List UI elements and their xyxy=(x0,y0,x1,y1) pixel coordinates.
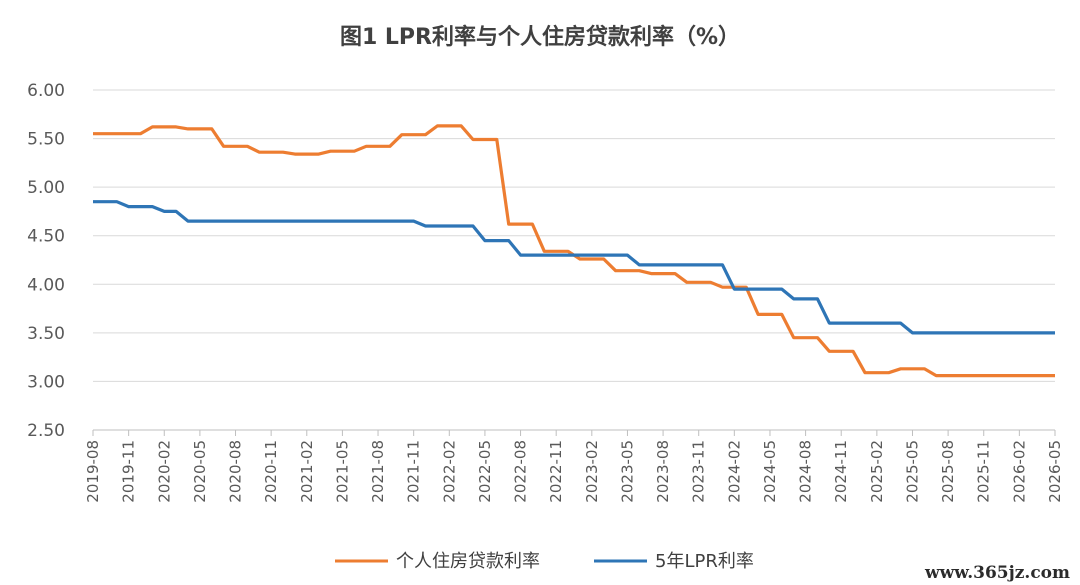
series-line-mortgage xyxy=(93,124,1055,378)
x-tick-label: 2024-08 xyxy=(797,440,815,503)
x-tick-label: 2025-02 xyxy=(868,440,886,503)
x-tick-label: 2021-02 xyxy=(298,440,316,503)
x-tick-label: 2024-02 xyxy=(725,440,743,503)
y-tick-label: 2.50 xyxy=(27,421,65,441)
y-tick-label: 4.00 xyxy=(27,275,65,295)
series-line-lpr xyxy=(93,200,1055,335)
grid-lines xyxy=(93,89,1055,382)
x-tick-label: 2025-08 xyxy=(939,440,957,503)
x-tick-label: 2020-02 xyxy=(155,440,173,503)
x-tick-label: 2023-05 xyxy=(618,440,636,503)
x-tick-label: 2022-08 xyxy=(512,440,530,503)
y-tick-label: 5.50 xyxy=(27,130,65,150)
series-lines xyxy=(93,124,1055,378)
y-tick-label: 3.50 xyxy=(27,324,65,344)
x-tick-label: 2026-05 xyxy=(1046,440,1064,503)
x-tick-label: 2021-08 xyxy=(369,440,387,503)
legend-label-lpr: 5年LPR利率 xyxy=(655,551,754,572)
x-tick-label: 2024-11 xyxy=(832,440,850,503)
x-tick-label: 2022-11 xyxy=(547,440,565,503)
y-tick-label: 6.00 xyxy=(27,81,65,101)
x-tick-label: 2026-02 xyxy=(1010,440,1028,503)
y-tick-label: 5.00 xyxy=(27,178,65,198)
x-tick-label: 2023-08 xyxy=(654,440,672,503)
x-tick-label: 2019-08 xyxy=(84,440,102,503)
x-axis: 2019-08 2019-11 2020-02 2020-05 2020-08 2020-… xyxy=(84,429,1064,503)
x-tick-label: 2020-11 xyxy=(262,440,280,503)
x-tick-label: 2021-11 xyxy=(405,440,423,503)
x-tick-label: 2025-11 xyxy=(975,440,993,503)
chart-title: 图1 LPR利率与个人住房贷款利率（%） xyxy=(340,24,740,50)
x-tick-label: 2023-02 xyxy=(583,440,601,503)
x-tick-label: 2020-08 xyxy=(227,440,245,503)
legend: 个人住房贷款利率 5年LPR利率 xyxy=(335,551,754,572)
y-tick-label: 3.00 xyxy=(27,372,65,392)
x-tick-label: 2022-02 xyxy=(440,440,458,503)
x-tick-label: 2024-05 xyxy=(761,440,779,503)
watermark: www.365jz.com xyxy=(924,563,1070,583)
x-tick-label: 2022-05 xyxy=(476,440,494,503)
x-tick-label: 2019-11 xyxy=(120,440,138,503)
legend-label-mortgage: 个人住房贷款利率 xyxy=(396,551,540,572)
y-axis-ticks: 6.00 5.50 5.00 4.50 4.00 3.50 3.00 2.50 xyxy=(27,81,65,441)
x-tick-label: 2025-05 xyxy=(903,440,921,503)
x-tick-label: 2021-05 xyxy=(333,440,351,503)
y-tick-label: 4.50 xyxy=(27,227,65,247)
x-tick-label: 2023-11 xyxy=(690,440,708,503)
x-tick-label: 2020-05 xyxy=(191,440,209,503)
